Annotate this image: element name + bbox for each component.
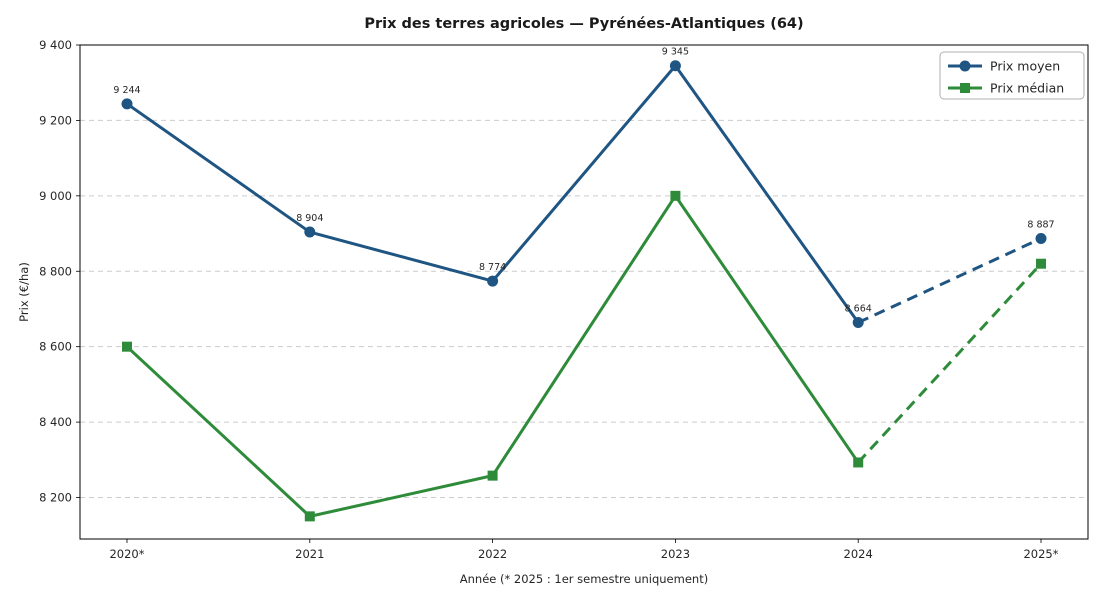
- data-point-label-prix-moyen: 8 774: [479, 262, 506, 273]
- data-point-marker-prix-moyen: [304, 226, 316, 238]
- y-tick-label: 9 000: [39, 189, 72, 203]
- series-line-prix-m-dian: [125, 194, 860, 518]
- legend-marker-circle-icon: [959, 60, 971, 72]
- data-point-marker-prix-moyen: [852, 317, 864, 329]
- y-tick-label: 9 400: [39, 38, 72, 52]
- y-tick-label: 8 400: [39, 415, 72, 429]
- axes-layer: 8 200 8 400 8 600 8 800 9 000 9 200 9 400 2020*…: [39, 38, 1089, 561]
- legend-entry-label: Prix moyen: [990, 59, 1060, 74]
- series-line-dashed-prix-moyen: [857, 237, 1042, 324]
- data-point-label-prix-moyen: 9 244: [113, 85, 140, 96]
- data-point-label-prix-moyen: 8 887: [1027, 219, 1054, 230]
- data-point-marker-prix-m-dian: [304, 511, 315, 522]
- data-point-marker-prix-m-dian: [487, 470, 498, 481]
- grid-layer: [80, 44, 1088, 499]
- data-point-marker-prix-moyen: [1035, 232, 1047, 244]
- data-point-marker-prix-moyen: [487, 275, 499, 287]
- plot-border: [79, 44, 1089, 540]
- x-tick-label: 2025*: [1023, 547, 1058, 561]
- y-tick-label: 8 600: [39, 340, 72, 354]
- y-tick-label: 9 200: [39, 113, 72, 127]
- data-point-label-prix-moyen: 8 664: [845, 304, 872, 315]
- data-point-label-prix-moyen: 9 345: [662, 47, 689, 58]
- chart-title: Prix des terres agricoles — Pyrénées-Atl…: [364, 16, 803, 32]
- y-tick-label: 8 200: [39, 491, 72, 505]
- x-axis-label: Année (* 2025 : 1er semestre uniquement): [460, 572, 708, 586]
- series-line-dashed-prix-m-dian: [857, 262, 1043, 464]
- data-point-label-prix-moyen: 8 904: [296, 213, 323, 224]
- data-point-marker-prix-m-dian: [670, 190, 681, 201]
- data-point-marker-prix-m-dian: [853, 457, 864, 468]
- y-axis-label: Prix (€/ha): [17, 262, 31, 322]
- legend: Prix moyen Prix médian: [939, 51, 1085, 100]
- data-point-marker-prix-moyen: [669, 60, 681, 72]
- x-tick-label: 2024: [844, 547, 873, 561]
- x-tick-label: 2021: [295, 547, 324, 561]
- legend-entry-label: Prix médian: [990, 81, 1064, 96]
- y-tick-label: 8 800: [39, 264, 72, 278]
- legend-marker-square-icon: [960, 83, 970, 93]
- x-tick-label: 2023: [661, 547, 690, 561]
- x-tick-label: 2020*: [109, 547, 144, 561]
- data-point-marker-prix-m-dian: [122, 341, 132, 352]
- data-point-marker-prix-moyen: [121, 98, 133, 110]
- data-point-marker-prix-m-dian: [1036, 258, 1046, 269]
- x-tick-label: 2022: [478, 547, 507, 561]
- series-layer: 9 244 8 904 8 774 9 345 8 664 8 887: [113, 47, 1055, 522]
